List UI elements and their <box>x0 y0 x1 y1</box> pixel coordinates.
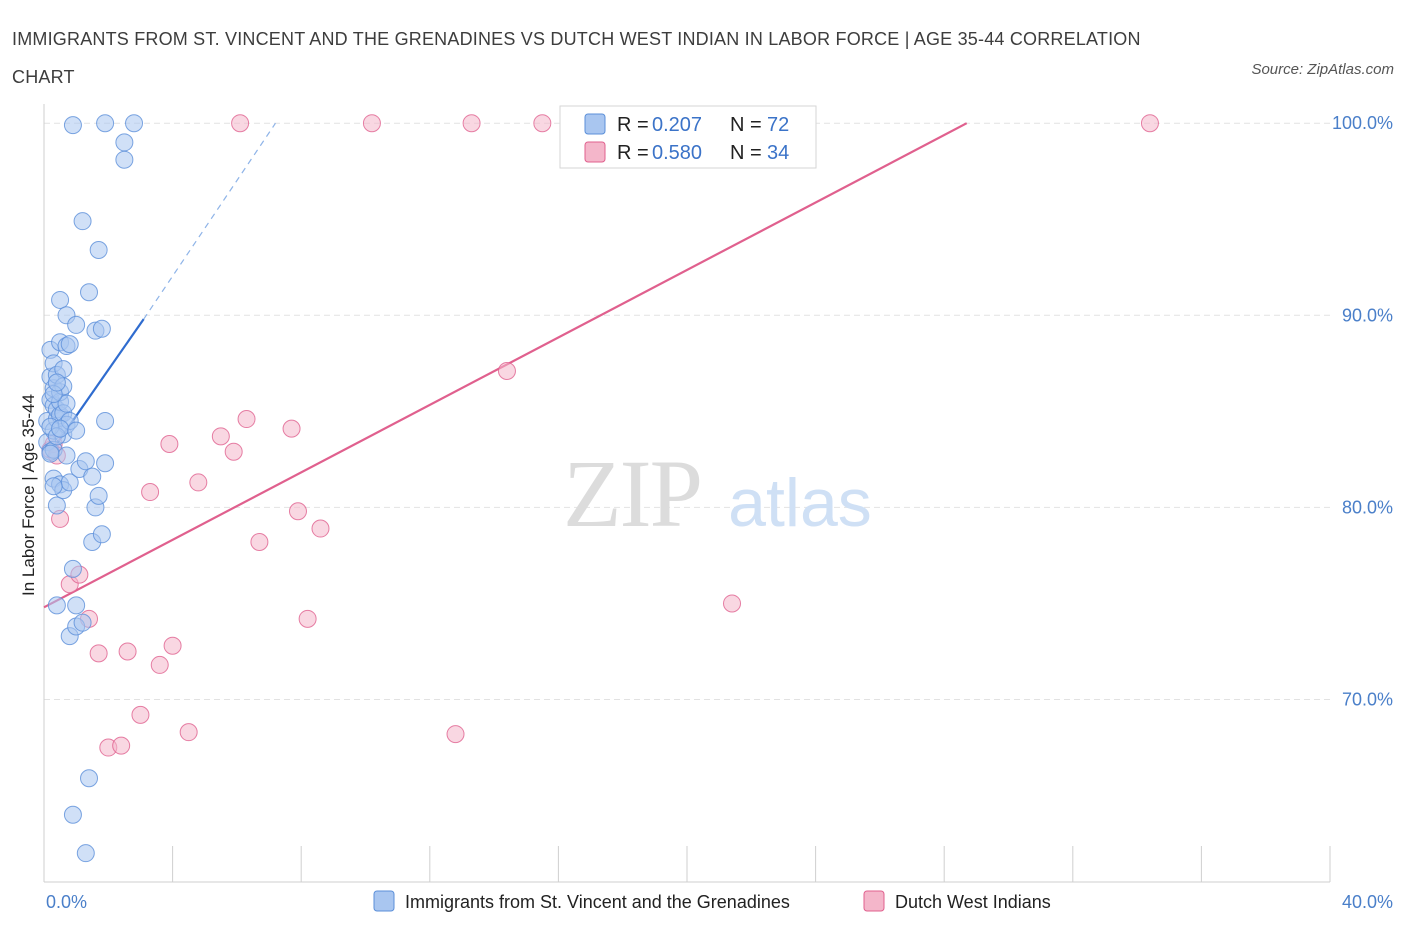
blue-point-45 <box>76 844 95 863</box>
y-tick-label-1: 80.0% <box>1342 497 1393 517</box>
pink-point-10 <box>118 642 137 661</box>
x-tick-labels: 0.0% 40.0% <box>46 892 1393 912</box>
pink-point-12 <box>141 483 160 502</box>
pink-point-27 <box>362 114 381 133</box>
pink-point-22 <box>250 532 269 551</box>
blue-point-70 <box>60 335 79 354</box>
blue-point-42 <box>73 613 92 632</box>
y-tick-label-2: 90.0% <box>1342 305 1393 325</box>
y-tick-label-3: 100.0% <box>1332 113 1393 133</box>
legend-n-value-1: 72 <box>767 114 789 136</box>
blue-point-44 <box>76 452 95 471</box>
series-legend-swatch-pink <box>863 890 885 912</box>
blue-point-67 <box>51 419 70 438</box>
blue-point-36 <box>63 559 82 578</box>
legend-r-value-2: 0.580 <box>652 142 702 164</box>
watermark-atlas: atlas <box>728 465 872 541</box>
pink-point-15 <box>163 636 182 655</box>
blue-point-28 <box>57 446 76 465</box>
blue-point-16 <box>47 596 66 615</box>
pink-point-17 <box>189 473 208 492</box>
blue-point-60 <box>115 133 134 152</box>
blue-point-38 <box>67 596 86 615</box>
pink-point-9 <box>112 736 131 755</box>
blue-point-69 <box>44 477 63 496</box>
legend-r-value-1: 0.207 <box>652 114 702 136</box>
blue-point-15 <box>47 496 66 515</box>
blue-point-66 <box>41 444 60 463</box>
series-legend-label-blue: Immigrants from St. Vincent and the Gren… <box>405 892 790 912</box>
blue-point-37 <box>63 805 82 824</box>
watermark: ZIP atlas <box>563 440 872 547</box>
blue-point-56 <box>96 114 115 133</box>
legend-r-label-2: R = <box>617 142 649 164</box>
blue-trend-dashed <box>143 122 276 320</box>
blue-point-43 <box>73 212 92 231</box>
blue-point-57 <box>96 454 115 473</box>
pink-point-31 <box>533 114 552 133</box>
series-legend: Immigrants from St. Vincent and the Gren… <box>373 890 1051 912</box>
pink-point-28 <box>446 725 465 744</box>
x-tick-label-0: 0.0% <box>46 892 87 912</box>
blue-point-58 <box>96 411 115 430</box>
blue-point-35 <box>63 116 82 135</box>
pink-point-21 <box>237 410 256 429</box>
grid-lines <box>44 122 1330 701</box>
correlation-legend: R = 0.207 N = 72 R = 0.580 N = 34 <box>559 105 817 169</box>
data-points <box>38 114 1159 863</box>
series-legend-label-pink: Dutch West Indians <box>895 892 1051 912</box>
blue-point-59 <box>115 150 134 169</box>
watermark-zip: ZIP <box>563 440 701 547</box>
blue-point-31 <box>57 394 76 413</box>
pink-point-11 <box>131 705 150 724</box>
pink-point-13 <box>150 655 169 674</box>
blue-point-61 <box>125 114 144 133</box>
pink-point-14 <box>160 435 179 454</box>
blue-point-68 <box>67 421 86 440</box>
blue-point-48 <box>83 467 102 486</box>
pink-point-19 <box>224 442 243 461</box>
y-tick-labels: 70.0% 80.0% 90.0% 100.0% <box>1332 113 1393 709</box>
pink-point-7 <box>89 644 108 663</box>
pink-point-30 <box>497 362 516 381</box>
pink-point-18 <box>211 427 230 446</box>
pink-point-24 <box>288 502 307 521</box>
pink-point-20 <box>231 114 250 133</box>
pink-point-29 <box>462 114 481 133</box>
blue-point-47 <box>80 769 99 788</box>
legend-n-value-2: 34 <box>767 142 789 164</box>
legend-n-label-2: N = <box>730 142 762 164</box>
blue-point-71 <box>47 373 66 392</box>
legend-swatch-pink <box>584 141 606 163</box>
y-tick-label-0: 70.0% <box>1342 690 1393 710</box>
legend-n-label-1: N = <box>730 114 762 136</box>
chart-source: Source: ZipAtlas.com <box>1251 61 1394 78</box>
pink-point-26 <box>311 519 330 538</box>
legend-r-label-1: R = <box>617 114 649 136</box>
blue-point-21 <box>51 290 70 309</box>
pink-point-16 <box>179 723 198 742</box>
chart-title: IMMIGRANTS FROM ST. VINCENT AND THE GREN… <box>12 29 1141 87</box>
pink-point-32 <box>723 594 742 613</box>
y-axis-label: In Labor Force | Age 35-44 <box>19 394 38 596</box>
pink-point-25 <box>298 609 317 628</box>
blue-point-46 <box>80 283 99 302</box>
blue-point-54 <box>92 525 111 544</box>
legend-swatch-blue <box>584 113 606 135</box>
axes <box>43 104 1331 883</box>
blue-point-55 <box>92 319 111 338</box>
blue-point-39 <box>67 315 86 334</box>
blue-point-52 <box>89 240 108 259</box>
pink-point-33 <box>1140 114 1159 133</box>
x-tick-label-1: 40.0% <box>1342 892 1393 912</box>
series-legend-swatch-blue <box>373 890 395 912</box>
blue-point-53 <box>89 486 108 505</box>
pink-point-23 <box>282 419 301 438</box>
